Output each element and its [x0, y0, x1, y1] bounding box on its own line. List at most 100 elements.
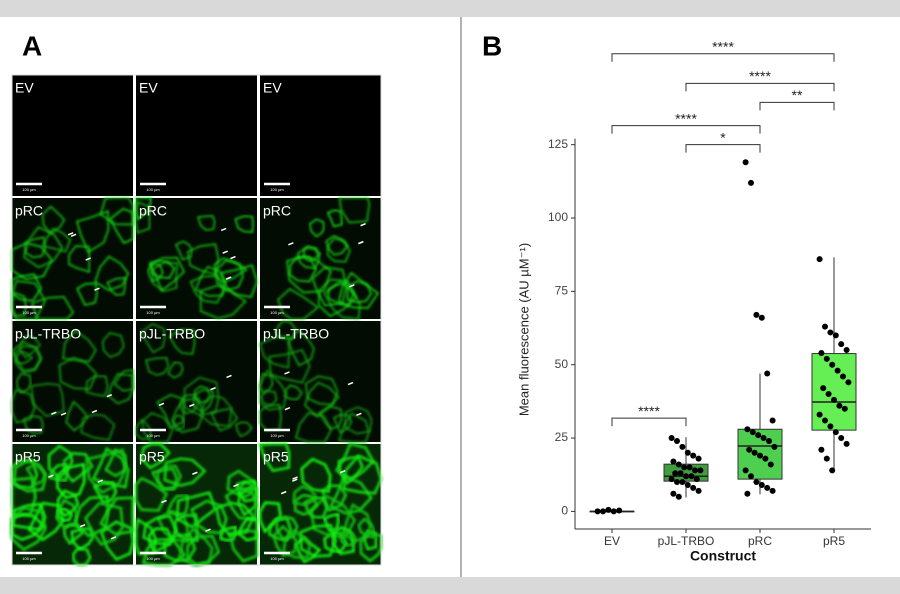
- data-point: [829, 467, 836, 474]
- micrograph: pR5 100 µm: [10, 444, 135, 567]
- cell-outline: [107, 373, 134, 405]
- cell-outline: [149, 260, 176, 279]
- micrograph: pR5 100 µm: [134, 442, 259, 567]
- cell-outline: [190, 499, 228, 535]
- cell-outline: [168, 328, 196, 355]
- cell-outline: [326, 209, 343, 228]
- cell-outline: [12, 458, 48, 493]
- data-point: [836, 402, 843, 409]
- arrow: [189, 403, 195, 407]
- cell-outline: [238, 480, 255, 500]
- cell-outline: [259, 373, 274, 394]
- cell-outline: [135, 197, 152, 221]
- arrow: [106, 393, 113, 398]
- cell-outline: [92, 481, 118, 505]
- row-label: EV: [139, 80, 158, 96]
- cell-outline: [135, 201, 151, 234]
- cell-outline: [332, 413, 353, 434]
- data-point: [684, 481, 691, 488]
- cell-outline: [308, 218, 325, 238]
- data-point: [820, 385, 827, 392]
- y-tick-label: 125: [548, 137, 568, 151]
- cell-outline: [99, 520, 135, 561]
- cell-outline: [65, 400, 89, 432]
- cell-outline: [22, 226, 64, 269]
- data-point: [767, 461, 774, 468]
- data-point: [675, 493, 682, 500]
- cell-outline: [199, 395, 233, 427]
- scale-bar-label: 100 µm: [270, 556, 284, 561]
- cell-outline: [55, 498, 78, 529]
- row-label: EV: [15, 80, 34, 96]
- cell-outline: [172, 414, 185, 432]
- bottom-band: [0, 577, 900, 594]
- cell-outline: [156, 394, 185, 430]
- data-point: [829, 361, 836, 368]
- arrow: [91, 409, 98, 414]
- arrow: [210, 387, 216, 391]
- cell-outline: [322, 512, 340, 533]
- significance-bracket: [611, 417, 687, 427]
- cell-outline: [268, 348, 311, 384]
- x-tick-label: pJL-TRBO: [658, 534, 715, 548]
- arrow: [288, 242, 294, 246]
- data-point: [832, 332, 839, 339]
- cell-outline: [300, 457, 332, 493]
- data-point: [675, 461, 682, 468]
- cell-outline: [75, 210, 110, 254]
- scale-bar-label: 100 µm: [146, 433, 160, 438]
- cell-outline: [106, 276, 127, 296]
- cell-outline: [288, 256, 317, 283]
- arrow: [280, 490, 287, 495]
- cell-outline: [41, 205, 66, 235]
- cell-outline: [163, 457, 207, 487]
- arrow: [94, 287, 100, 291]
- cell-outline: [24, 236, 47, 259]
- cell-outline: [58, 356, 98, 391]
- data-point: [843, 347, 850, 354]
- micrograph: pR5 100 µm: [258, 442, 383, 565]
- scale-bar-label: 100 µm: [22, 310, 36, 315]
- cell-outline: [163, 533, 197, 563]
- data-point: [764, 370, 771, 377]
- data-point: [822, 417, 828, 424]
- data-point: [757, 452, 763, 459]
- cell-outline: [259, 335, 290, 369]
- scale-bar-label: 100 µm: [146, 310, 160, 315]
- micrograph: EV 100 µm: [136, 75, 257, 196]
- micrograph: pRC 100 µm: [135, 197, 258, 320]
- scale-bar-label: 100 µm: [270, 433, 284, 438]
- arrow: [347, 381, 354, 386]
- top-band: [0, 0, 900, 17]
- cell-outline: [70, 526, 95, 551]
- y-tick-label: 25: [555, 430, 569, 444]
- cell-outline: [338, 529, 357, 547]
- data-point: [594, 508, 601, 515]
- cell-outline: [338, 197, 371, 224]
- row-label: pR5: [139, 449, 165, 465]
- data-point: [769, 487, 776, 494]
- y-tick-label: 75: [555, 284, 569, 298]
- cell-outline: [41, 227, 72, 253]
- cell-outline: [260, 390, 278, 407]
- data-point: [686, 464, 693, 471]
- cell-outline: [113, 368, 134, 392]
- significance-bracket: [685, 144, 761, 153]
- micrograph: pRC 100 µm: [260, 197, 381, 320]
- arrow: [292, 476, 298, 480]
- data-point: [672, 470, 679, 477]
- data-point: [610, 508, 617, 515]
- data-point: [827, 423, 834, 430]
- data-point: [764, 484, 771, 491]
- y-tick-label: 100: [548, 210, 568, 224]
- row-label: pJL-TRBO: [139, 326, 205, 342]
- data-point: [766, 437, 772, 444]
- data-point: [843, 440, 850, 447]
- cell-outline: [47, 444, 74, 480]
- cell-outline: [186, 243, 220, 276]
- arrow: [70, 233, 77, 237]
- x-axis-title: Construct: [690, 548, 756, 564]
- row-label: pRC: [263, 203, 291, 219]
- data-point: [677, 470, 684, 477]
- arrow: [222, 250, 228, 254]
